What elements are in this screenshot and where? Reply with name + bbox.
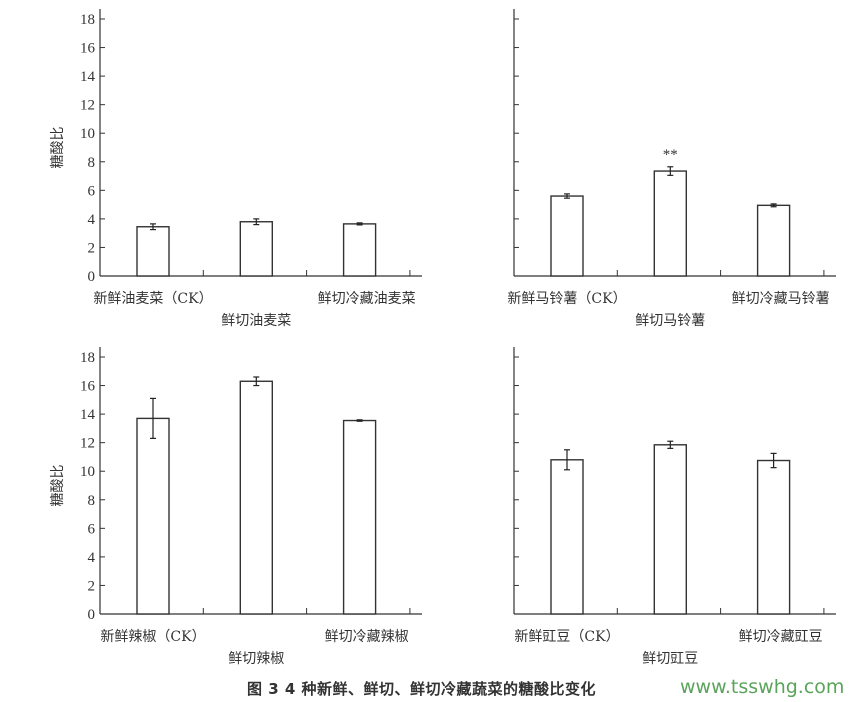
y-tick-label: 6 bbox=[88, 183, 96, 199]
bar bbox=[136, 226, 170, 277]
y-tick-label: 12 bbox=[80, 98, 95, 114]
category-label: 鲜切油麦菜 bbox=[221, 313, 291, 329]
y-tick-label: 12 bbox=[80, 436, 95, 452]
category-label: 鲜切冷藏马铃薯 bbox=[732, 291, 830, 307]
bar bbox=[653, 170, 687, 277]
category-label: 新鲜辣椒（CK） bbox=[100, 629, 205, 645]
category-label: 鲜切马铃薯 bbox=[635, 313, 705, 329]
y-tick-label: 14 bbox=[80, 407, 96, 423]
bar bbox=[342, 419, 377, 615]
y-tick-label: 2 bbox=[88, 578, 96, 594]
bar bbox=[550, 195, 584, 277]
y-tick-label: 8 bbox=[88, 155, 96, 171]
category-label: 鲜切冷藏油麦菜 bbox=[318, 291, 416, 307]
y-tick-label: 4 bbox=[88, 550, 96, 566]
bar bbox=[756, 204, 791, 277]
y-tick-label: 8 bbox=[88, 493, 96, 509]
significance-marker: ** bbox=[663, 147, 678, 163]
bar bbox=[136, 417, 170, 615]
bar bbox=[550, 459, 584, 615]
bar bbox=[342, 223, 377, 277]
y-tick-label: 14 bbox=[80, 69, 96, 85]
category-label: 鲜切冷藏豇豆 bbox=[739, 629, 823, 645]
category-label: 新鲜油麦菜（CK） bbox=[93, 291, 212, 307]
chart-panel-4: 新鲜豇豆（CK） 鲜切豇豆 鲜切冷藏豇豆 bbox=[513, 347, 836, 667]
bar bbox=[653, 444, 687, 615]
y-tick-label: 10 bbox=[80, 464, 95, 480]
bar bbox=[239, 380, 274, 615]
chart-panel-2: ** 新鲜马铃薯（CK） 鲜切马铃薯 鲜切冷藏马铃薯 bbox=[507, 9, 836, 329]
watermark: www.tsswhg.com bbox=[680, 676, 845, 698]
y-tick-label: 10 bbox=[80, 126, 95, 142]
y-axis-label: 糖酸比 bbox=[50, 127, 66, 169]
y-tick-label: 16 bbox=[80, 41, 96, 57]
category-label: 鲜切辣椒 bbox=[228, 651, 284, 667]
y-tick-label: 6 bbox=[88, 521, 96, 537]
bar bbox=[756, 459, 791, 615]
y-tick-label: 18 bbox=[80, 12, 95, 28]
bar bbox=[239, 221, 274, 277]
category-label: 新鲜马铃薯（CK） bbox=[507, 291, 626, 307]
y-tick-label: 4 bbox=[88, 212, 96, 228]
y-axis-label: 糖酸比 bbox=[50, 465, 66, 507]
y-tick-label: 16 bbox=[80, 379, 96, 395]
category-label: 新鲜豇豆（CK） bbox=[514, 629, 619, 645]
figure-caption: 图 3 4 种新鲜、鲜切、鲜切冷藏蔬菜的糖酸比变化 bbox=[247, 680, 597, 698]
y-tick-label: 2 bbox=[88, 240, 96, 256]
y-tick-label: 0 bbox=[88, 607, 96, 623]
y-tick-label: 0 bbox=[88, 269, 96, 285]
category-label: 鲜切冷藏辣椒 bbox=[325, 629, 409, 645]
y-tick-label: 18 bbox=[80, 350, 95, 366]
category-label: 鲜切豇豆 bbox=[642, 651, 698, 667]
